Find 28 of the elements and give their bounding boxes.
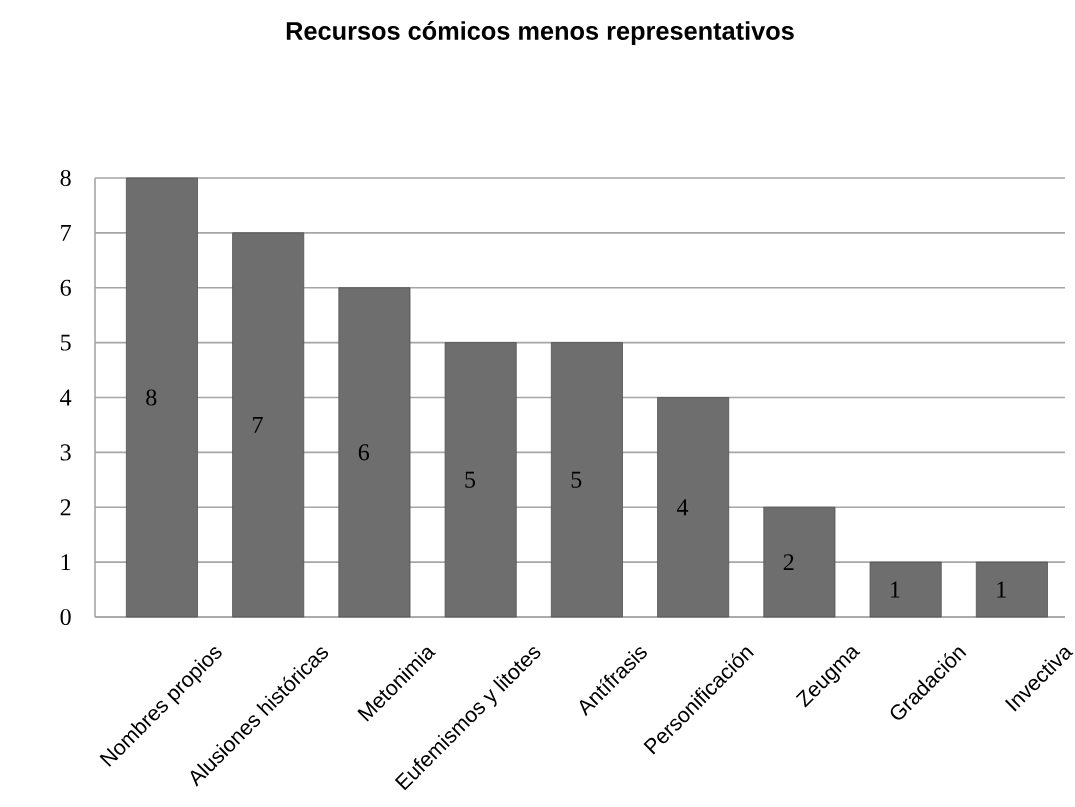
- y-tick-label: 8: [60, 169, 71, 187]
- y-tick-label: 3: [60, 444, 71, 461]
- bar: [338, 287, 411, 618]
- data-label: 2: [783, 554, 794, 571]
- y-tick-label: 5: [61, 334, 71, 351]
- data-label: 1: [891, 581, 900, 598]
- bar: [232, 232, 305, 618]
- data-label: 7: [253, 417, 263, 433]
- bar: [444, 342, 517, 618]
- y-tick-label: 1: [61, 554, 71, 571]
- bar: [550, 342, 623, 618]
- bar: [125, 177, 198, 618]
- data-label: 8: [146, 389, 157, 406]
- bar: [975, 561, 1048, 618]
- data-label: 5: [465, 471, 476, 488]
- bar: [763, 506, 836, 618]
- bar: [869, 561, 942, 618]
- data-label: 6: [358, 444, 370, 461]
- y-tick-label: 7: [61, 225, 71, 241]
- y-tick-label: 0: [60, 608, 71, 626]
- y-tick-label: 2: [60, 499, 71, 516]
- data-label: 4: [676, 499, 689, 516]
- chart-title: Recursos cómicos menos representativos: [286, 21, 794, 45]
- y-tick-label: 4: [60, 389, 72, 406]
- bar: [657, 397, 730, 618]
- data-label: 5: [571, 471, 582, 488]
- y-tick-label: 6: [60, 279, 71, 296]
- data-label: 1: [997, 581, 1006, 598]
